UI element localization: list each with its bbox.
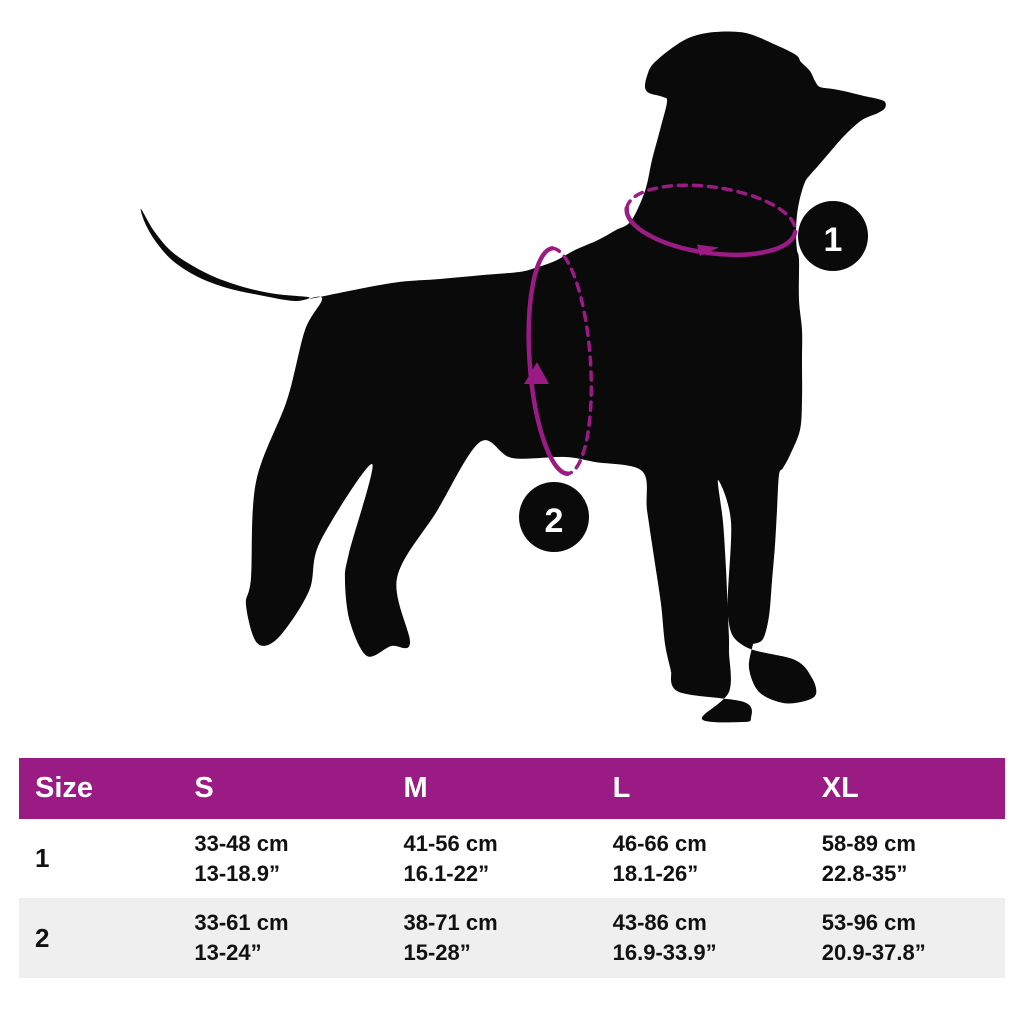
svg-text:2: 2 xyxy=(545,502,564,540)
svg-text:1: 1 xyxy=(824,221,843,259)
